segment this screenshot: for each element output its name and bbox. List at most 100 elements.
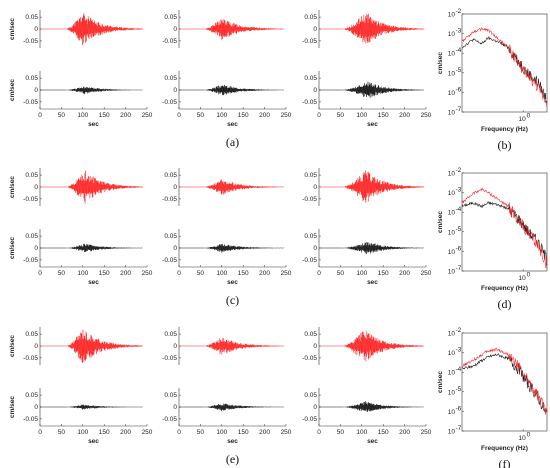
y-tick-label: 10: [448, 229, 456, 236]
y-tick-label: 0: [34, 184, 38, 191]
y-tick-label: 10: [448, 90, 456, 97]
y-tick-label: 10: [448, 210, 456, 217]
panel-label: (a): [226, 135, 239, 149]
x-tick-label: 150: [99, 112, 110, 119]
y-tick-label: 0.05: [25, 392, 38, 399]
y-tick-exponent: -3: [456, 187, 462, 194]
y-tick-label: -0.05: [302, 38, 317, 45]
spectrum-synthetic-line: [461, 36, 548, 103]
x-axis-label: sec: [367, 438, 378, 445]
x-axis-label: sec: [367, 279, 378, 286]
y-tick-label: -0.05: [23, 355, 38, 362]
y-tick-exponent: -5: [456, 226, 462, 233]
y-tick-label: -0.05: [302, 196, 317, 203]
y-tick-label: 0.05: [25, 233, 38, 240]
y-tick-label: -0.05: [162, 38, 177, 45]
y-tick-label: -0.05: [302, 99, 317, 106]
y-tick-label: -0.05: [302, 355, 317, 362]
x-tick-label: 200: [399, 429, 410, 436]
x-tick-label: 10: [519, 435, 527, 442]
waveform-trace: [203, 19, 284, 41]
y-tick-label: 10: [448, 12, 456, 19]
y-tick-label: 0: [173, 245, 177, 252]
y-tick-label: 0.05: [25, 331, 38, 338]
x-tick-label: 50: [337, 429, 345, 436]
y-tick-label: 0: [173, 87, 177, 94]
y-tick-label: -0.05: [302, 257, 317, 264]
x-axis-label: sec: [227, 438, 238, 445]
waveform-trace: [203, 403, 284, 412]
y-tick-label: -0.05: [23, 99, 38, 106]
x-tick-label: 50: [197, 112, 205, 119]
x-tick-label: 100: [356, 112, 367, 119]
waveform-trace: [66, 243, 143, 253]
y-tick-label: 0.05: [164, 392, 177, 399]
y-tick-exponent: -7: [456, 425, 462, 432]
waveform-trace: [342, 330, 424, 362]
x-tick-label: 200: [399, 270, 410, 277]
waveform-trace: [66, 170, 143, 204]
y-tick-label: 10: [448, 429, 456, 436]
y-tick-label: 10: [448, 249, 456, 256]
y-tick-exponent: -5: [456, 386, 462, 393]
y-tick-label: 0.05: [304, 233, 317, 240]
x-tick-label: 0: [317, 429, 321, 436]
spectrum-observed-line: [461, 187, 548, 269]
y-tick-label: -0.05: [162, 257, 177, 264]
y-tick-label: 0: [313, 26, 317, 33]
x-tick-label: 100: [216, 270, 227, 277]
x-tick-label: 0: [38, 270, 42, 277]
y-axis-label: cm/sec: [9, 79, 16, 101]
x-tick-label: 100: [77, 112, 88, 119]
x-tick-exponent: 0: [527, 272, 531, 279]
x-tick-label: 250: [142, 112, 153, 119]
y-axis-label: cm/sec: [437, 211, 444, 233]
x-tick-label: 50: [197, 429, 205, 436]
y-tick-label: -0.05: [162, 416, 177, 423]
waveform-observed-plot: 0.05 0 -0.05: [162, 168, 284, 206]
spectrum-synthetic-line: [461, 353, 548, 413]
x-tick-label: 0: [177, 112, 181, 119]
y-tick-exponent: -4: [456, 47, 462, 54]
y-tick-label: 0: [34, 87, 38, 94]
x-tick-label: 10: [519, 116, 527, 123]
x-axis-label: Frequency (Hz): [481, 126, 528, 133]
y-tick-label: -0.05: [23, 416, 38, 423]
x-axis-label: Frequency (Hz): [481, 285, 528, 292]
y-tick-label: 0.05: [304, 392, 317, 399]
y-tick-label: 0: [34, 343, 38, 350]
x-tick-label: 0: [38, 112, 42, 119]
waveform-trace: [203, 179, 284, 195]
x-tick-label: 150: [378, 112, 389, 119]
y-tick-exponent: -3: [456, 347, 462, 354]
waveform-trace: [203, 84, 284, 96]
y-tick-label: 0.05: [304, 75, 317, 82]
y-tick-label: 0: [313, 87, 317, 94]
waveform-trace: [203, 338, 284, 355]
y-tick-exponent: -7: [456, 265, 462, 272]
y-tick-label: 0.05: [304, 14, 317, 21]
y-tick-exponent: -2: [456, 327, 462, 334]
x-tick-label: 200: [399, 112, 410, 119]
y-axis-label: cm/sec: [9, 396, 16, 418]
y-axis-label: cm/sec: [437, 371, 444, 393]
waveform-synthetic-plot: 0.050-0.050 50 100 150 200 250: [162, 229, 292, 277]
y-tick-label: 10: [448, 350, 456, 357]
x-axis-label: Frequency (Hz): [481, 445, 528, 452]
waveform-trace: [203, 243, 284, 253]
y-tick-label: 0.05: [304, 172, 317, 179]
waveform-trace: [342, 170, 424, 203]
y-tick-label: -0.05: [162, 355, 177, 362]
y-tick-label: 10: [448, 190, 456, 197]
y-tick-label: 10: [448, 70, 456, 77]
x-tick-label: 150: [238, 112, 249, 119]
x-tick-label: 150: [99, 429, 110, 436]
y-tick-label: 10: [448, 51, 456, 58]
waveform-trace: [342, 401, 424, 412]
x-tick-label: 150: [99, 270, 110, 277]
x-tick-label: 200: [120, 429, 131, 436]
waveform-synthetic-plot: 0.050-0.050 50 100 150 200 250: [162, 71, 292, 119]
x-tick-label: 100: [77, 429, 88, 436]
y-tick-label: 0: [34, 404, 38, 411]
